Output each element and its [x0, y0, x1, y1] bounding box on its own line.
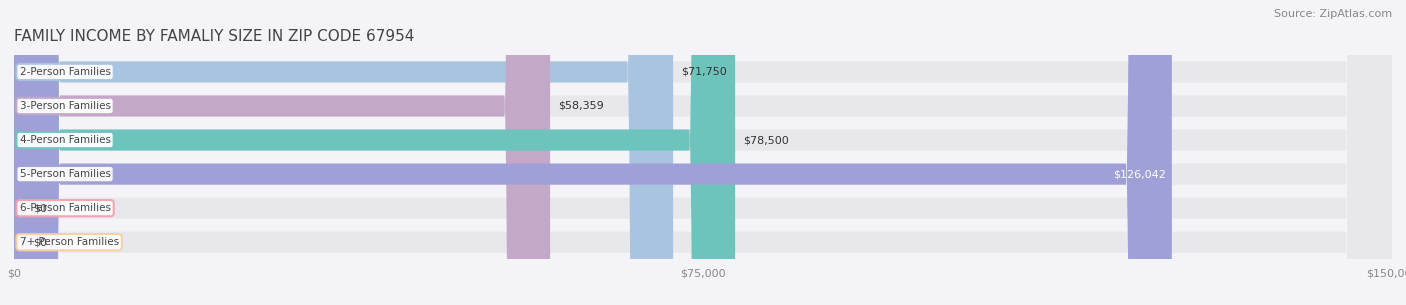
Text: 6-Person Families: 6-Person Families	[20, 203, 111, 213]
Text: 7+ Person Families: 7+ Person Families	[20, 237, 118, 247]
Text: $126,042: $126,042	[1114, 169, 1167, 179]
FancyBboxPatch shape	[14, 0, 1392, 305]
FancyBboxPatch shape	[14, 0, 673, 305]
FancyBboxPatch shape	[14, 0, 735, 305]
FancyBboxPatch shape	[14, 0, 1392, 305]
Text: Source: ZipAtlas.com: Source: ZipAtlas.com	[1274, 9, 1392, 19]
FancyBboxPatch shape	[14, 0, 1171, 305]
Text: FAMILY INCOME BY FAMALIY SIZE IN ZIP CODE 67954: FAMILY INCOME BY FAMALIY SIZE IN ZIP COD…	[14, 29, 415, 44]
Text: $0: $0	[34, 237, 48, 247]
Text: 5-Person Families: 5-Person Families	[20, 169, 111, 179]
FancyBboxPatch shape	[14, 0, 1392, 305]
FancyBboxPatch shape	[14, 0, 1392, 305]
FancyBboxPatch shape	[14, 0, 550, 305]
Text: $71,750: $71,750	[682, 67, 727, 77]
Text: 3-Person Families: 3-Person Families	[20, 101, 111, 111]
FancyBboxPatch shape	[14, 0, 1392, 305]
Text: $78,500: $78,500	[744, 135, 789, 145]
Text: $58,359: $58,359	[558, 101, 605, 111]
Text: 2-Person Families: 2-Person Families	[20, 67, 111, 77]
Text: $0: $0	[34, 203, 48, 213]
Text: 4-Person Families: 4-Person Families	[20, 135, 111, 145]
FancyBboxPatch shape	[14, 0, 1392, 305]
